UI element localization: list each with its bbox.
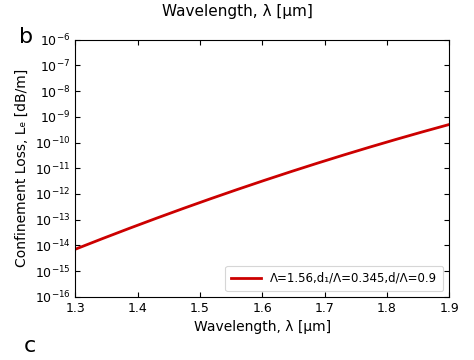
Text: Wavelength, λ [μm]: Wavelength, λ [μm] bbox=[162, 4, 312, 19]
Y-axis label: Confinement Loss, Lₑ [dB/m]: Confinement Loss, Lₑ [dB/m] bbox=[15, 69, 29, 267]
X-axis label: Wavelength, λ [μm]: Wavelength, λ [μm] bbox=[194, 320, 331, 334]
Text: b: b bbox=[19, 27, 33, 47]
Text: c: c bbox=[24, 336, 36, 356]
Legend: Λ=1.56,d₁/Λ=0.345,d/Λ=0.9: Λ=1.56,d₁/Λ=0.345,d/Λ=0.9 bbox=[225, 266, 443, 291]
